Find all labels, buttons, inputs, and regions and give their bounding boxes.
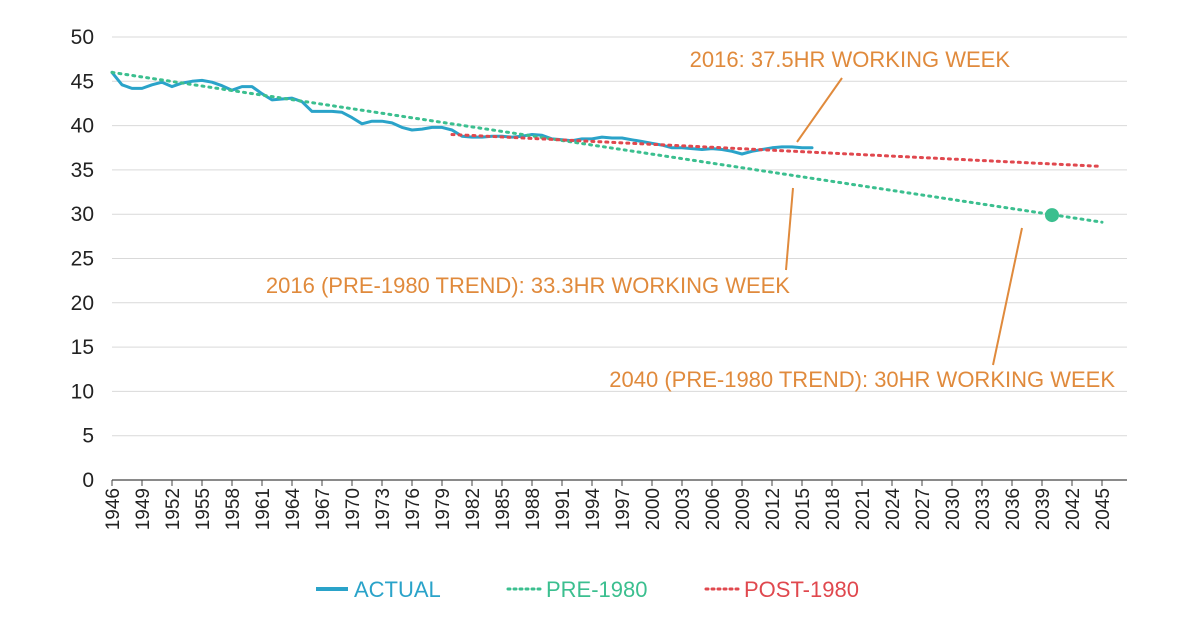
x-tick-label: 1994 [583, 488, 604, 531]
series-line-pre-1980 [110, 70, 1104, 224]
series-line-post-1980 [450, 133, 1104, 168]
y-tick-label: 25 [71, 248, 94, 271]
annotation-leader-2016-pre1980 [785, 187, 794, 271]
legend-pre1980-label: PRE-1980 [546, 577, 648, 602]
x-tick-label: 2000 [643, 488, 664, 530]
x-tick-label: 2033 [973, 488, 994, 530]
x-tick-label: 1973 [373, 488, 394, 530]
x-tick-label: 2039 [1033, 488, 1054, 530]
y-axis-ticks: 0 5 10 15 20 25 30 35 40 45 50 [71, 26, 94, 492]
x-tick-label: 1979 [433, 488, 454, 530]
y-tick-label: 45 [71, 70, 94, 93]
x-tick-label: 1991 [553, 488, 574, 530]
y-tick-label: 35 [71, 159, 94, 182]
x-tick-label: 2006 [703, 488, 724, 530]
x-tick-label: 1988 [523, 488, 544, 530]
y-tick-label: 30 [71, 203, 94, 226]
x-tick-label: 1997 [613, 488, 634, 530]
series-lines [110, 70, 1104, 224]
x-axis-ticks: 1946 1949 1952 1955 1958 1961 1964 1967 1970 1973… [103, 480, 1114, 530]
y-tick-label: 20 [71, 292, 94, 315]
x-tick-label: 2036 [1003, 488, 1024, 530]
x-tick-label: 1958 [223, 488, 244, 530]
annotation-leader-2040-pre1980 [992, 227, 1023, 366]
gridlines [112, 36, 1127, 481]
x-tick-label: 1961 [253, 488, 274, 530]
y-tick-label: 10 [71, 380, 94, 403]
x-tick-label: 2030 [943, 488, 964, 530]
x-tick-label: 1964 [283, 488, 304, 531]
x-tick-label: 2045 [1093, 488, 1114, 530]
y-tick-label: 15 [71, 336, 94, 359]
x-tick-label: 2009 [733, 488, 754, 530]
y-tick-label: 0 [82, 469, 94, 492]
annotation-leader-2016 [796, 77, 843, 143]
series-line-actual [110, 70, 814, 156]
x-tick-label: 2015 [793, 488, 814, 530]
highlight-point-2040 [1045, 208, 1059, 223]
x-tick-label: 1967 [313, 488, 334, 530]
y-tick-label: 40 [71, 115, 94, 138]
annotation-2016: 2016: 37.5HR WORKING WEEK [690, 47, 1011, 72]
x-tick-label: 2003 [673, 488, 694, 530]
x-tick-label: 2042 [1063, 488, 1084, 530]
annotation-2016-pre1980: 2016 (PRE-1980 TREND): 33.3HR WORKING WE… [266, 273, 790, 298]
x-tick-label: 2018 [823, 488, 844, 530]
x-tick-label: 1946 [103, 488, 124, 530]
annotation-2040-pre1980: 2040 (PRE-1980 TREND): 30HR WORKING WEEK [609, 367, 1115, 392]
x-tick-label: 2012 [763, 488, 784, 530]
legend: ACTUAL PRE-1980 POST-1980 [316, 577, 859, 602]
x-tick-label: 1976 [403, 488, 424, 530]
x-tick-label: 1970 [343, 488, 364, 530]
x-tick-label: 1985 [493, 488, 514, 530]
x-tick-label: 1955 [193, 488, 214, 530]
x-tick-label: 1982 [463, 488, 484, 530]
y-tick-label: 50 [71, 26, 94, 49]
legend-actual-label: ACTUAL [354, 577, 441, 602]
y-tick-label: 5 [82, 425, 94, 448]
x-tick-label: 1949 [133, 488, 154, 530]
legend-post1980-label: POST-1980 [744, 577, 859, 602]
x-tick-label: 2027 [913, 488, 934, 530]
x-tick-label: 2021 [853, 488, 874, 530]
x-tick-label: 2024 [883, 488, 904, 531]
x-tick-label: 1952 [163, 488, 184, 530]
